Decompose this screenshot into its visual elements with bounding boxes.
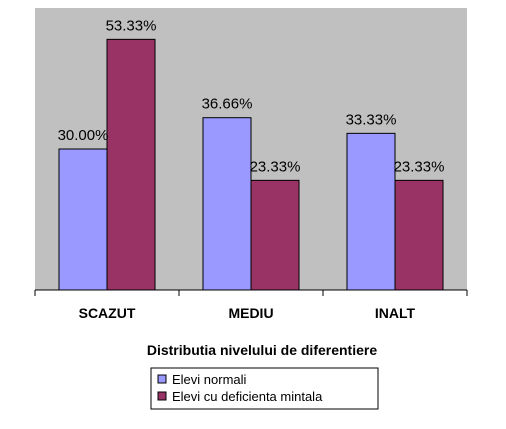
value-label-scazut-series-1: 30.00% — [58, 127, 109, 144]
bar-inalt-series-1 — [346, 132, 396, 291]
bar-mediu-series-1 — [202, 117, 252, 291]
bar-mediu-series-2 — [250, 179, 300, 291]
legend-label-normal: Elevi normali — [172, 372, 247, 387]
value-label-scazut-series-2: 53.33% — [106, 17, 157, 34]
category-label-inalt: INALT — [375, 305, 416, 321]
category-label-mediu: MEDIU — [228, 305, 273, 321]
legend-box — [150, 367, 379, 410]
value-label-inalt-series-2: 23.33% — [394, 158, 445, 175]
legend-swatch-deficient — [157, 391, 167, 401]
bars-layer — [58, 38, 444, 291]
value-label-mediu-series-2: 23.33% — [250, 158, 301, 175]
value-label-inalt-series-1: 33.33% — [346, 111, 397, 128]
value-label-mediu-series-1: 36.66% — [202, 96, 253, 113]
legend-swatch-normal — [157, 374, 167, 384]
bar-scazut-series-1 — [58, 148, 108, 291]
bar-scazut-series-2 — [106, 38, 156, 291]
legend: Elevi normali Elevi cu deficienta mintal… — [150, 367, 379, 410]
value-labels: 30.00% 53.33% 36.66% 23.33% 33.33% 23.33% — [58, 17, 445, 175]
bar-inalt-series-2 — [394, 179, 444, 291]
x-axis: SCAZUT MEDIU INALT — [34, 289, 468, 321]
legend-label-deficient: Elevi cu deficienta mintala — [172, 389, 323, 404]
category-label-scazut: SCAZUT — [79, 305, 136, 321]
x-axis-title: Distributia nivelului de diferentiere — [147, 342, 377, 358]
